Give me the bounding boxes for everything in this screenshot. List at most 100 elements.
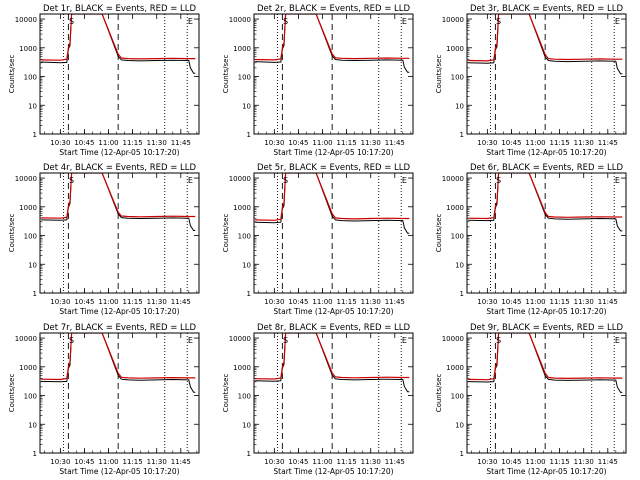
series-lld-line xyxy=(468,173,623,220)
y-tick-label: 10 xyxy=(242,421,251,429)
marker-label-S: S xyxy=(283,336,288,345)
y-tick-label: 10 xyxy=(242,102,251,110)
plot-area xyxy=(41,333,196,453)
chart-panel-3: Det 3r, BLACK = Events, RED = LLD 1 10 100 1… xyxy=(435,4,627,157)
x-tick-label: 11:30 xyxy=(361,139,381,147)
y-tick-label: 100 xyxy=(451,233,464,241)
x-tick-label: 11:30 xyxy=(574,458,594,466)
x-axis-label: Start Time (12-Apr-05 10:17:20) xyxy=(273,467,393,476)
x-tick-label: 11:45 xyxy=(171,139,191,147)
x-tick-label: 11:45 xyxy=(171,458,191,466)
chart-title: Det 8r, BLACK = Events, RED = LLD xyxy=(257,323,411,333)
y-axis-label: Counts/sec xyxy=(8,214,16,253)
y-tick-label: 1 xyxy=(247,290,251,298)
chart-title: Det 3r, BLACK = Events, RED = LLD xyxy=(470,4,624,14)
y-tick-label: 10000 xyxy=(229,175,251,183)
x-tick-label: 11:30 xyxy=(147,458,167,466)
plot-frame xyxy=(253,172,414,294)
y-tick-label: 1 xyxy=(33,450,37,458)
x-tick-label: 10:30 xyxy=(477,139,497,147)
marker-label-E: E xyxy=(615,176,620,185)
y-tick-label: 1000 xyxy=(446,45,464,53)
x-axis-label: Start Time (12-Apr-05 10:17:20) xyxy=(486,148,606,157)
x-axis-label: Start Time (12-Apr-05 10:17:20) xyxy=(486,467,606,476)
y-tick-label: 10000 xyxy=(229,16,251,24)
series-events-line xyxy=(255,333,410,393)
y-axis-label: Counts/sec xyxy=(8,55,16,94)
plot-area xyxy=(468,333,623,453)
y-tick-label: 10000 xyxy=(15,175,37,183)
x-tick-label: 11:00 xyxy=(312,139,332,147)
x-tick-label: 11:45 xyxy=(385,458,405,466)
x-tick-label: 11:45 xyxy=(171,298,191,306)
x-tick-label: 11:15 xyxy=(337,458,357,466)
x-tick-label: 10:45 xyxy=(501,139,521,147)
marker-label-E: E xyxy=(188,336,193,345)
x-tick-label: 10:30 xyxy=(477,298,497,306)
y-tick-label: 1 xyxy=(247,131,251,139)
marker-label-S: S xyxy=(69,176,74,185)
series-events-line xyxy=(468,173,623,232)
x-tick-label: 11:15 xyxy=(337,139,357,147)
y-tick-label: 100 xyxy=(24,74,37,82)
chart-panel-5: Det 5r, BLACK = Events, RED = LLD 1 10 100 1… xyxy=(222,163,414,316)
y-tick-label: 10000 xyxy=(442,16,464,24)
y-tick-label: 1 xyxy=(460,290,464,298)
y-tick-label: 100 xyxy=(24,393,37,401)
x-tick-label: 10:45 xyxy=(501,458,521,466)
x-tick-label: 11:45 xyxy=(385,298,405,306)
x-tick-label: 10:45 xyxy=(74,139,94,147)
x-tick-label: 11:00 xyxy=(98,298,118,306)
y-tick-label: 1 xyxy=(460,450,464,458)
plot-frame xyxy=(466,332,627,454)
x-tick-label: 10:45 xyxy=(288,458,308,466)
chart-title: Det 5r, BLACK = Events, RED = LLD xyxy=(257,163,411,173)
y-tick-label: 1000 xyxy=(233,204,251,212)
series-lld-line xyxy=(468,333,623,381)
marker-label-E: E xyxy=(615,17,620,26)
series-events-line xyxy=(255,14,410,73)
plot-area xyxy=(468,173,623,293)
y-axis-label: Counts/sec xyxy=(435,214,443,253)
plot-frame xyxy=(39,13,200,135)
y-tick-label: 10 xyxy=(28,102,37,110)
y-tick-label: 100 xyxy=(451,393,464,401)
plot-area xyxy=(255,14,410,134)
marker-label-E: E xyxy=(188,17,193,26)
y-tick-label: 10 xyxy=(455,261,464,269)
x-tick-label: 11:15 xyxy=(123,298,143,306)
y-tick-label: 10 xyxy=(455,102,464,110)
y-tick-label: 10000 xyxy=(442,335,464,343)
y-tick-label: 1000 xyxy=(19,45,37,53)
x-axis-label: Start Time (12-Apr-05 10:17:20) xyxy=(59,307,179,316)
chart-panel-2: Det 2r, BLACK = Events, RED = LLD 1 10 100 1… xyxy=(222,4,414,157)
y-tick-label: 100 xyxy=(238,233,251,241)
chart-title: Det 9r, BLACK = Events, RED = LLD xyxy=(470,323,624,333)
marker-label-S: S xyxy=(283,17,288,26)
marker-label-S: S xyxy=(496,176,501,185)
chart-title: Det 2r, BLACK = Events, RED = LLD xyxy=(257,4,411,14)
y-tick-label: 1000 xyxy=(19,204,37,212)
x-axis-label: Start Time (12-Apr-05 10:17:20) xyxy=(273,148,393,157)
marker-label-E: E xyxy=(402,336,407,345)
y-axis-label: Counts/sec xyxy=(222,374,230,413)
y-tick-label: 10000 xyxy=(15,16,37,24)
chart-panel-4: Det 4r, BLACK = Events, RED = LLD 1 10 100 1… xyxy=(8,163,200,316)
x-tick-label: 10:45 xyxy=(288,298,308,306)
x-tick-label: 11:15 xyxy=(337,298,357,306)
y-tick-label: 1000 xyxy=(233,364,251,372)
x-tick-label: 11:00 xyxy=(525,458,545,466)
x-tick-label: 11:45 xyxy=(598,139,618,147)
x-tick-label: 10:45 xyxy=(74,458,94,466)
y-tick-label: 10 xyxy=(455,421,464,429)
x-axis-label: Start Time (12-Apr-05 10:17:20) xyxy=(59,148,179,157)
series-lld-line xyxy=(468,14,623,62)
x-tick-label: 11:45 xyxy=(385,139,405,147)
x-tick-label: 10:30 xyxy=(50,298,70,306)
plot-area xyxy=(41,173,196,293)
x-tick-label: 10:30 xyxy=(264,458,284,466)
y-tick-label: 1000 xyxy=(233,45,251,53)
x-tick-label: 11:00 xyxy=(98,458,118,466)
y-tick-label: 10 xyxy=(28,421,37,429)
